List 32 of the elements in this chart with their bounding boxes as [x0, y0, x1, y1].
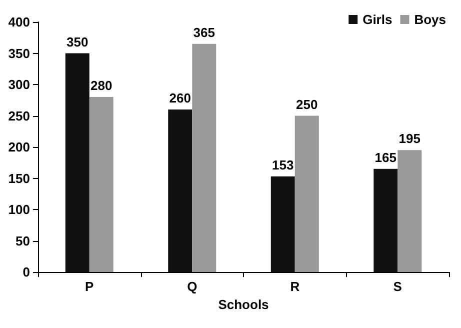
data-label: 153 [272, 157, 294, 172]
data-label: 280 [90, 78, 112, 93]
data-label: 365 [193, 24, 215, 40]
bar [270, 176, 295, 272]
bar [294, 116, 319, 272]
x-tick-label: Q [187, 279, 198, 294]
y-tick-label: 400 [8, 14, 30, 30]
y-tick-label: 200 [8, 140, 30, 154]
bar [89, 97, 114, 272]
bar [374, 168, 398, 272]
bar [192, 44, 216, 272]
data-label: 165 [374, 150, 396, 165]
y-tick-label: 300 [8, 77, 30, 92]
legend-label: Boys [414, 12, 446, 27]
x-tick-label: R [290, 279, 300, 294]
x-tick-label: P [85, 279, 94, 294]
bar [398, 150, 422, 272]
x-axis-title: Schools [218, 297, 269, 312]
legend-label: Girls [362, 12, 392, 27]
bar [65, 53, 90, 272]
data-label: 195 [398, 131, 420, 146]
y-tick-label: 100 [8, 202, 30, 217]
data-label: 250 [296, 96, 318, 112]
x-tick-label: S [393, 279, 402, 294]
y-tick-label: 250 [8, 108, 30, 124]
data-label: 260 [169, 90, 191, 106]
y-tick-label: 0 [22, 264, 30, 280]
y-tick-label: 150 [8, 170, 30, 186]
y-tick-label: 350 [8, 46, 30, 61]
bar [168, 110, 192, 272]
y-tick-label: 50 [16, 233, 30, 248]
data-label: 350 [66, 34, 88, 50]
